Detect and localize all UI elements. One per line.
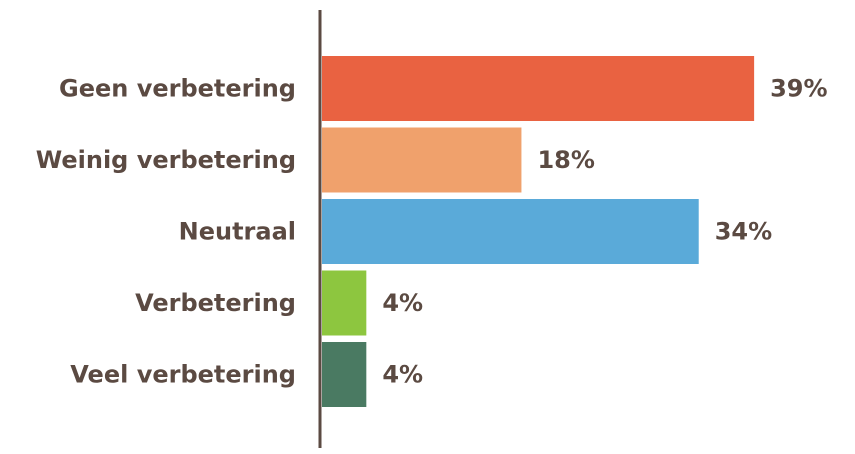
bar-4 bbox=[322, 270, 367, 336]
category-label: Weinig verbetering bbox=[36, 146, 296, 174]
category-label: Neutraal bbox=[179, 218, 296, 246]
value-label: 4% bbox=[382, 289, 423, 317]
value-label: 34% bbox=[715, 218, 772, 246]
category-labels-layer: Geen verbetering Weinig verbetering Neutra… bbox=[36, 75, 296, 389]
bars-layer bbox=[322, 56, 755, 407]
bar-5 bbox=[322, 342, 367, 407]
category-label: Geen verbetering bbox=[59, 75, 296, 103]
value-labels-layer: 39% 18% 34% 4% 4% bbox=[382, 75, 827, 389]
bar-2 bbox=[322, 127, 522, 193]
category-label: Veel verbetering bbox=[70, 361, 296, 389]
bar-3 bbox=[322, 199, 699, 264]
value-label: 18% bbox=[537, 146, 594, 174]
category-label: Verbetering bbox=[135, 289, 296, 317]
bar-1 bbox=[322, 56, 755, 121]
value-label: 4% bbox=[382, 361, 423, 389]
value-label: 39% bbox=[770, 75, 827, 103]
